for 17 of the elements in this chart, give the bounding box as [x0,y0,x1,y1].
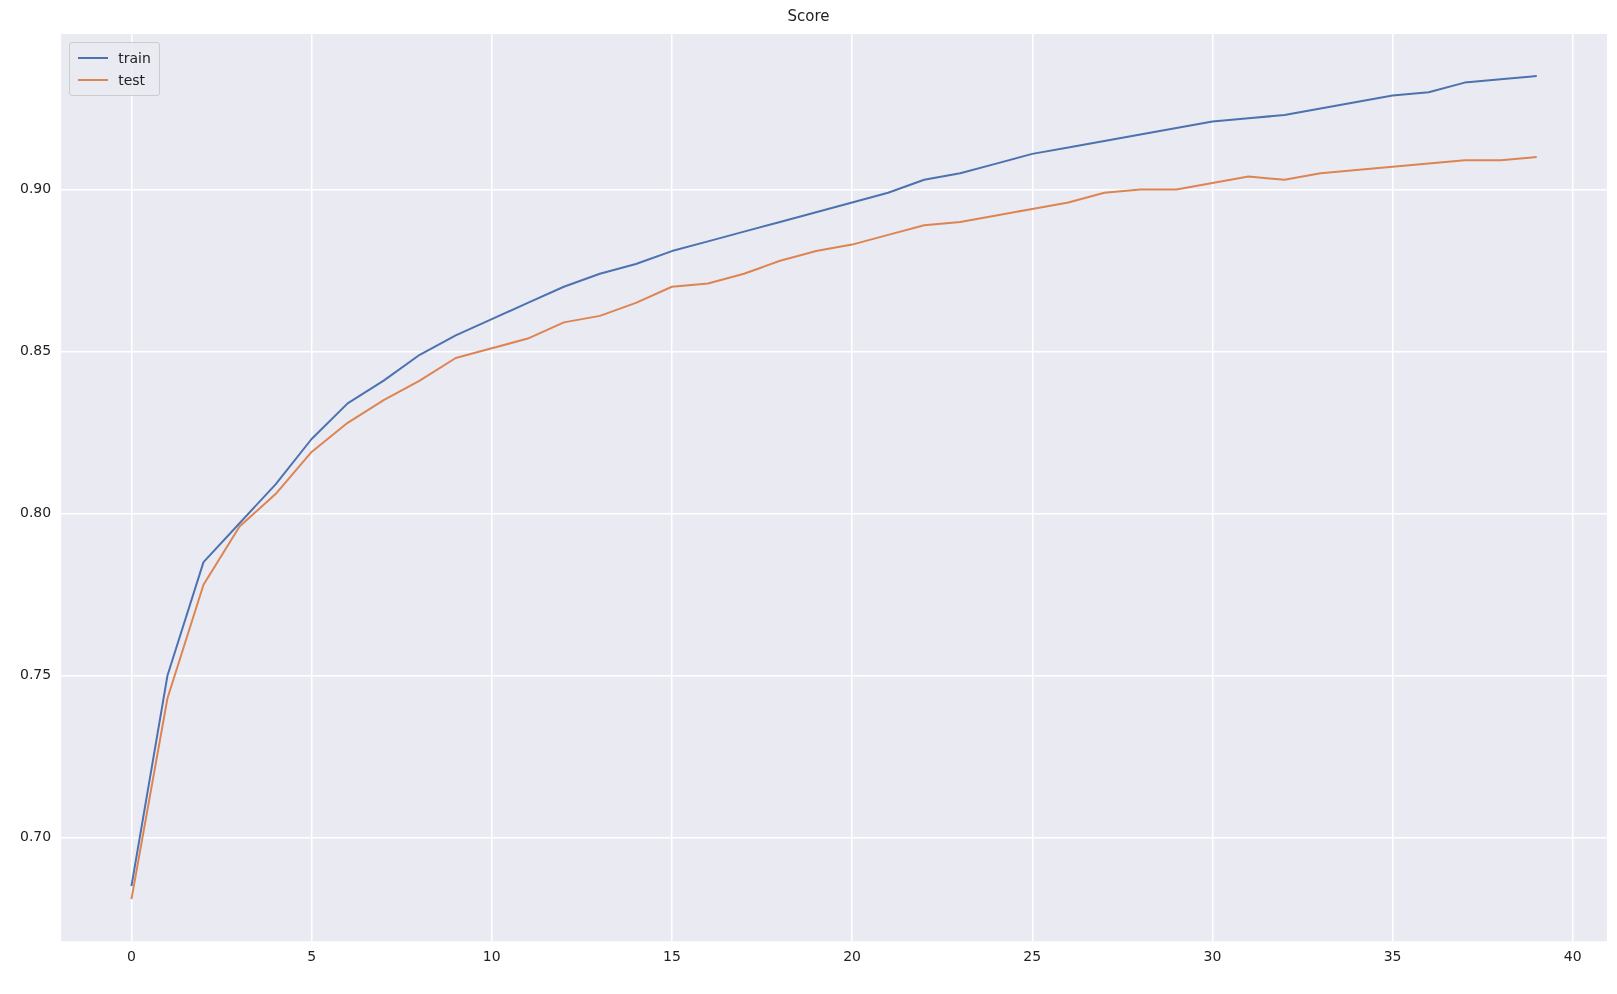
chart-title: Score [787,6,830,25]
x-tick-label: 15 [663,948,681,965]
x-tick-label: 35 [1383,948,1402,965]
x-tick-label: 25 [1023,948,1042,965]
y-tick-label: 0.80 [20,504,52,521]
x-tick-label: 20 [843,948,862,965]
x-tick-label: 5 [307,948,317,965]
y-tick-label: 0.90 [20,180,52,197]
x-tick-label: 30 [1203,948,1222,965]
y-tick-label: 0.85 [20,342,52,359]
legend-label: train [118,50,151,66]
x-tick-label: 40 [1563,948,1582,965]
legend-label: test [118,72,146,88]
x-tick-label: 10 [482,948,501,965]
y-tick-label: 0.75 [20,666,52,683]
y-tick-label: 0.70 [20,828,52,845]
x-tick-label: 0 [126,948,136,965]
